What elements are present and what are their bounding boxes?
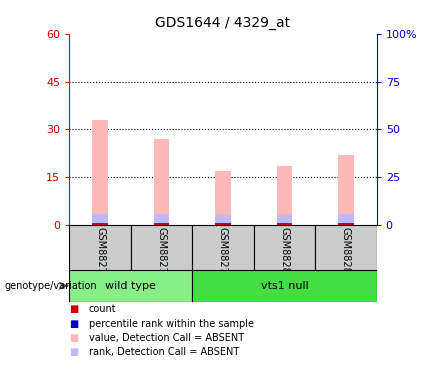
Bar — [277, 215, 292, 225]
Bar — [192, 270, 377, 302]
Bar — [338, 155, 354, 225]
Bar — [92, 120, 108, 225]
Bar — [154, 214, 169, 225]
Text: count: count — [89, 304, 116, 314]
Text: ■: ■ — [69, 304, 78, 314]
Text: GSM88279: GSM88279 — [218, 227, 228, 280]
Text: GSM88277: GSM88277 — [95, 227, 105, 280]
Text: wild type: wild type — [105, 281, 156, 291]
Text: value, Detection Call = ABSENT: value, Detection Call = ABSENT — [89, 333, 244, 343]
Bar — [154, 139, 169, 225]
Bar — [92, 214, 108, 225]
Bar — [315, 225, 377, 270]
Bar — [131, 225, 192, 270]
Bar — [215, 215, 231, 225]
Bar — [338, 214, 354, 225]
Text: GSM88278: GSM88278 — [156, 227, 167, 280]
Bar — [69, 270, 192, 302]
Bar — [277, 224, 292, 225]
Title: GDS1644 / 4329_at: GDS1644 / 4329_at — [155, 16, 291, 30]
Bar — [92, 224, 108, 225]
Bar — [69, 225, 131, 270]
Text: ■: ■ — [69, 333, 78, 343]
Bar — [254, 225, 315, 270]
Text: vts1 null: vts1 null — [261, 281, 308, 291]
Text: GSM88280: GSM88280 — [279, 227, 290, 280]
Text: genotype/variation: genotype/variation — [4, 281, 97, 291]
Text: rank, Detection Call = ABSENT: rank, Detection Call = ABSENT — [89, 347, 239, 357]
Text: percentile rank within the sample: percentile rank within the sample — [89, 319, 254, 328]
Bar — [192, 225, 254, 270]
Bar — [215, 224, 231, 225]
Bar — [338, 224, 354, 225]
Text: ■: ■ — [69, 347, 78, 357]
Bar — [215, 171, 231, 225]
Bar — [277, 166, 292, 225]
Text: GSM88281: GSM88281 — [341, 227, 351, 280]
Text: ■: ■ — [69, 319, 78, 328]
Bar — [154, 224, 169, 225]
